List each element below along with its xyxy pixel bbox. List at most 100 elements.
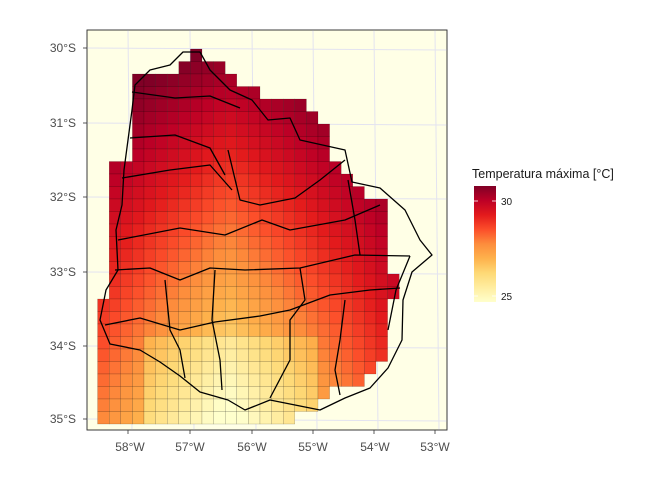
temperature-cell <box>132 148 145 162</box>
graticule-line <box>86 47 448 51</box>
temperature-cell <box>283 198 296 212</box>
temperature-cell <box>329 298 342 312</box>
temperature-cell <box>120 286 133 300</box>
temperature-cell <box>352 361 365 375</box>
temperature-cell <box>108 198 121 212</box>
temperature-cell <box>248 223 261 237</box>
y-tick-label: 34°S <box>50 339 76 353</box>
temperature-cell <box>236 373 249 387</box>
temperature-cell <box>283 236 296 250</box>
temperature-cell <box>236 148 249 162</box>
department-border <box>211 269 223 391</box>
temperature-cell <box>271 361 284 375</box>
temperature-cell <box>248 273 261 287</box>
temperature-cell <box>329 273 342 287</box>
temperature-cell <box>108 173 121 187</box>
temperature-cell <box>178 223 191 237</box>
temperature-cell <box>143 198 156 212</box>
department-border <box>129 134 226 176</box>
temperature-cell <box>166 373 179 387</box>
temperature-cell <box>271 111 284 125</box>
temperature-cell <box>236 261 249 275</box>
temperature-cell <box>166 261 179 275</box>
temperature-cell <box>306 248 319 262</box>
temperature-cell <box>132 261 145 275</box>
temperature-cell <box>132 336 145 350</box>
temperature-cell <box>341 236 354 250</box>
temperature-cell <box>132 286 145 300</box>
temperature-cell <box>294 111 307 125</box>
temperature-cell <box>143 323 156 337</box>
temperature-cell <box>341 361 354 375</box>
temperature-cell <box>178 61 191 75</box>
temperature-cell <box>259 123 272 137</box>
temperature-cell <box>201 173 214 187</box>
temperature-cell <box>341 248 354 262</box>
temperature-cell <box>271 348 284 362</box>
temperature-cell <box>178 98 191 112</box>
temperature-cell <box>329 348 342 362</box>
temperature-cell <box>317 148 330 162</box>
temperature-cell <box>306 286 319 300</box>
temperature-cell <box>155 298 168 312</box>
temperature-cell <box>283 411 296 425</box>
temperature-cell <box>283 348 296 362</box>
temperature-cell <box>306 273 319 287</box>
temperature-cell <box>143 336 156 350</box>
temperature-cell <box>317 273 330 287</box>
temperature-cell <box>143 98 156 112</box>
temperature-cell <box>132 211 145 225</box>
temperature-cell <box>224 286 237 300</box>
temperature-cell <box>236 211 249 225</box>
temperature-cell <box>341 223 354 237</box>
temperature-cell <box>375 336 388 350</box>
temperature-cell <box>248 98 261 112</box>
temperature-cell <box>271 236 284 250</box>
temperature-cell <box>143 86 156 100</box>
temperature-cell <box>201 398 214 412</box>
temperature-cell <box>271 161 284 175</box>
temperature-cell <box>132 73 145 87</box>
temperature-cell <box>224 236 237 250</box>
temperature-cell <box>352 311 365 325</box>
temperature-cell <box>352 186 365 200</box>
temperature-cell <box>236 111 249 125</box>
temperature-cell <box>375 223 388 237</box>
temperature-cell <box>306 148 319 162</box>
graticule-line <box>434 29 440 431</box>
temperature-cell <box>224 273 237 287</box>
temperature-cell <box>143 173 156 187</box>
temperature-cell <box>248 198 261 212</box>
temperature-cell <box>387 286 400 300</box>
temperature-cell <box>317 211 330 225</box>
temperature-cell <box>178 386 191 400</box>
temperature-cell <box>283 98 296 112</box>
temperature-cell <box>352 261 365 275</box>
temperature-cell <box>236 236 249 250</box>
temperature-cell <box>190 373 203 387</box>
temperature-cell <box>352 323 365 337</box>
x-tick-label: 57°W <box>175 440 205 454</box>
temperature-cell <box>283 286 296 300</box>
temperature-cell <box>108 398 121 412</box>
temperature-cell <box>259 411 272 425</box>
temperature-cell <box>317 323 330 337</box>
temperature-cell <box>341 273 354 287</box>
temperature-cell <box>143 361 156 375</box>
department-border <box>121 164 233 191</box>
temperature-cell <box>155 248 168 262</box>
temperature-cell <box>143 273 156 287</box>
department-border <box>269 267 306 399</box>
temperature-cell <box>155 236 168 250</box>
temperature-cell <box>283 336 296 350</box>
temperature-cell <box>271 336 284 350</box>
temperature-cells <box>97 48 400 425</box>
temperature-cell <box>201 286 214 300</box>
temperature-cell <box>224 211 237 225</box>
temperature-cell <box>224 73 237 87</box>
temperature-cell <box>283 273 296 287</box>
temperature-cell <box>132 161 145 175</box>
temperature-cell <box>271 136 284 150</box>
temperature-cell <box>201 348 214 362</box>
